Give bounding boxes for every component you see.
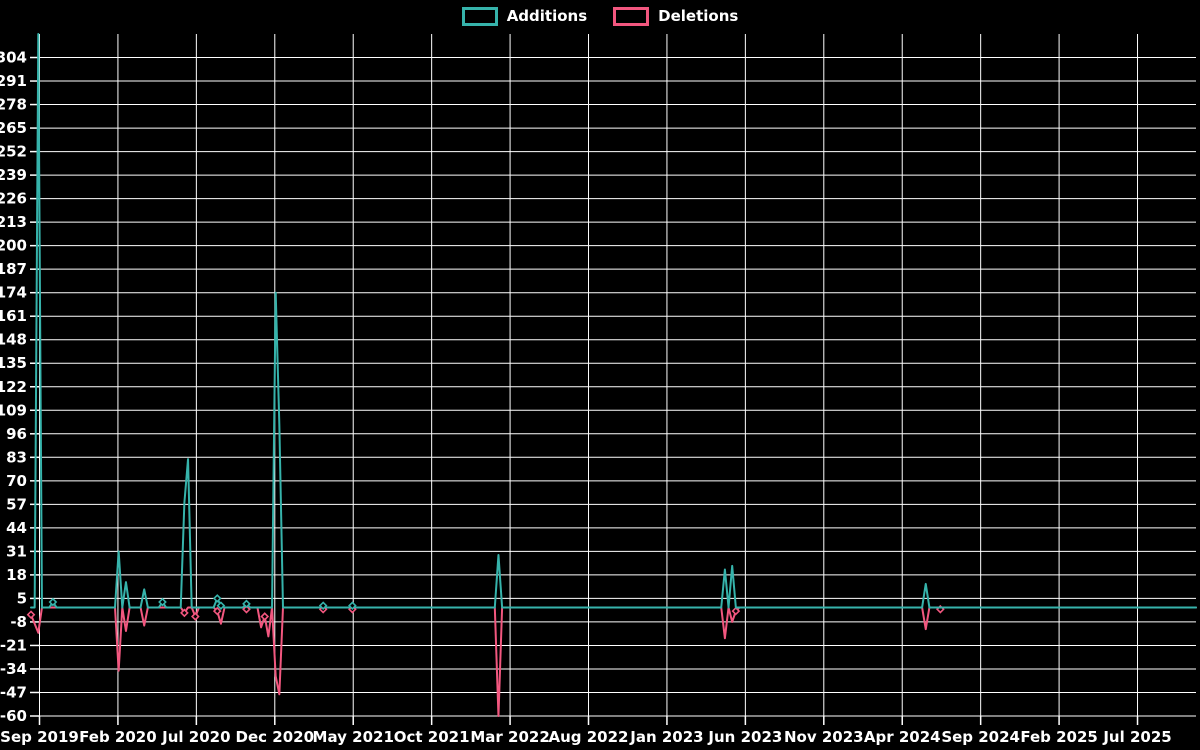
y-tick-label: 278 bbox=[0, 96, 27, 114]
y-tick-label: 109 bbox=[0, 401, 27, 419]
legend-additions-label: Additions bbox=[506, 7, 588, 25]
y-tick-label: 239 bbox=[0, 166, 27, 184]
y-tick-label: -60 bbox=[0, 707, 27, 725]
x-tick-label: Feb 2025 bbox=[1020, 728, 1098, 746]
y-tick-label: 174 bbox=[0, 284, 27, 302]
y-tick-label: 187 bbox=[0, 260, 27, 278]
deletions-point-marker[interactable] bbox=[180, 608, 189, 618]
additions-line[interactable] bbox=[30, 33, 1197, 609]
legend-item-deletions[interactable]: Deletions bbox=[613, 7, 738, 26]
x-tick-label: Jul 2025 bbox=[1102, 728, 1171, 746]
y-tick-label: -21 bbox=[0, 636, 27, 654]
y-tick-label: 161 bbox=[0, 307, 27, 325]
additions-point-marker[interactable] bbox=[348, 601, 357, 610]
x-tick-label: Apr 2024 bbox=[864, 728, 941, 746]
legend-deletions-label: Deletions bbox=[658, 7, 739, 25]
additions-point-marker[interactable] bbox=[212, 594, 222, 603]
deletions-point-marker[interactable] bbox=[26, 610, 36, 620]
y-tick-label: 135 bbox=[0, 354, 27, 372]
x-tick-label: Dec 2020 bbox=[236, 728, 315, 746]
additions-swatch-icon bbox=[461, 7, 498, 26]
y-tick-label: 31 bbox=[6, 542, 27, 560]
x-tick-label: May 2021 bbox=[313, 728, 394, 746]
y-tick-label: 226 bbox=[0, 190, 27, 208]
additions-point-marker[interactable] bbox=[318, 601, 328, 610]
additions-point-marker[interactable] bbox=[242, 599, 251, 609]
additions-point-marker[interactable] bbox=[158, 597, 167, 607]
y-tick-label: 83 bbox=[6, 448, 27, 466]
y-tick-label: -47 bbox=[0, 683, 27, 701]
y-tick-label: 148 bbox=[0, 331, 27, 349]
x-tick-label: Aug 2022 bbox=[549, 728, 629, 746]
additions-point-marker[interactable] bbox=[48, 597, 58, 607]
x-tick-label: Nov 2023 bbox=[784, 728, 864, 746]
x-tick-label: Jan 2023 bbox=[629, 728, 703, 746]
y-tick-label: 304 bbox=[0, 49, 27, 67]
x-tick-label: Sep 2019 bbox=[0, 728, 79, 746]
x-tick-label: Sep 2024 bbox=[941, 728, 1020, 746]
y-tick-label: 265 bbox=[0, 119, 27, 137]
deletions-point-marker[interactable] bbox=[260, 612, 270, 621]
x-tick-label: Jun 2023 bbox=[707, 728, 782, 746]
y-tick-label: 57 bbox=[6, 495, 27, 513]
x-tick-label: Feb 2020 bbox=[79, 728, 157, 746]
y-tick-label: 96 bbox=[6, 425, 27, 443]
x-tick-label: Mar 2022 bbox=[470, 728, 549, 746]
additions-point-marker[interactable] bbox=[216, 601, 226, 610]
y-tick-label: 18 bbox=[6, 566, 27, 584]
x-tick-label: Jul 2020 bbox=[161, 728, 230, 746]
y-tick-label: 5 bbox=[17, 589, 27, 607]
deletions-swatch-icon bbox=[613, 7, 650, 26]
chart-legend: Additions Deletions bbox=[0, 7, 1200, 26]
y-tick-label: 252 bbox=[0, 143, 27, 161]
x-tick-label: Oct 2021 bbox=[394, 728, 470, 746]
deletions-point-marker[interactable] bbox=[731, 606, 741, 616]
y-tick-label: 213 bbox=[0, 213, 27, 231]
y-tick-label: 200 bbox=[0, 237, 27, 255]
y-tick-label: 291 bbox=[0, 72, 27, 90]
y-tick-label: 44 bbox=[6, 519, 27, 537]
y-tick-label: -8 bbox=[10, 613, 27, 631]
y-tick-label: 70 bbox=[6, 472, 27, 490]
y-tick-label: -34 bbox=[0, 660, 27, 678]
deletions-point-marker[interactable] bbox=[212, 606, 222, 616]
y-tick-label: 122 bbox=[0, 378, 27, 396]
deletions-point-marker[interactable] bbox=[191, 612, 200, 621]
legend-item-additions[interactable]: Additions bbox=[461, 7, 588, 26]
deletions-point-marker[interactable] bbox=[242, 604, 251, 614]
